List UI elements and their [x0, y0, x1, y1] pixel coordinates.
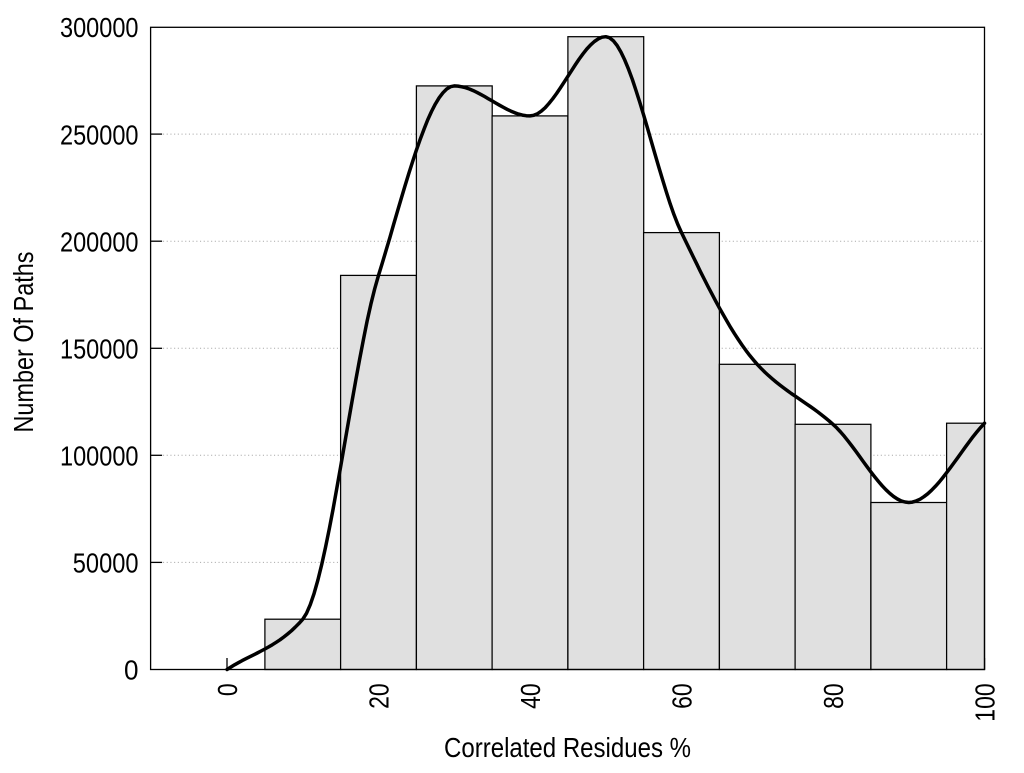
svg-text:200000: 200000: [60, 226, 139, 257]
svg-text:20: 20: [364, 683, 395, 709]
svg-text:150000: 150000: [60, 334, 139, 365]
svg-text:60: 60: [667, 683, 698, 709]
svg-text:0: 0: [124, 655, 139, 686]
svg-text:100000: 100000: [60, 441, 139, 472]
svg-text:Number Of Paths: Number Of Paths: [8, 252, 39, 433]
svg-text:80: 80: [818, 683, 849, 709]
svg-text:250000: 250000: [60, 119, 139, 150]
svg-text:40: 40: [515, 683, 546, 709]
svg-text:100: 100: [970, 683, 1001, 721]
svg-text:0: 0: [212, 683, 243, 696]
svg-text:50000: 50000: [73, 548, 139, 579]
svg-text:300000: 300000: [60, 12, 139, 43]
svg-text:Correlated Residues %: Correlated Residues %: [444, 732, 691, 763]
